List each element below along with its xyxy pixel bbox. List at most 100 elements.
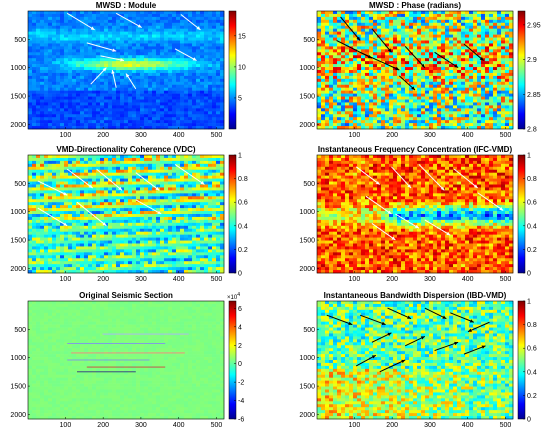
heatmap-cell bbox=[329, 25, 334, 29]
arrow-head bbox=[479, 56, 484, 61]
heatmap-cell bbox=[385, 81, 390, 86]
heatmap-cell bbox=[204, 70, 209, 74]
heatmap-cell bbox=[212, 43, 217, 47]
heatmap-cell bbox=[317, 81, 322, 86]
heatmap-cell bbox=[477, 96, 482, 100]
heatmap-cell bbox=[40, 93, 45, 97]
heatmap-cell bbox=[160, 70, 165, 74]
heatmap-cell bbox=[144, 28, 149, 32]
heatmap-cell bbox=[477, 16, 482, 21]
heatmap-cell bbox=[337, 61, 342, 65]
heatmap-cell bbox=[40, 163, 45, 168]
heatmap-cell bbox=[28, 81, 33, 86]
arrow-head bbox=[102, 67, 107, 72]
heatmap-cell bbox=[84, 99, 89, 103]
heatmap-cell bbox=[497, 87, 502, 91]
x-tick-label: 100 bbox=[349, 132, 361, 139]
heatmap-cell bbox=[405, 96, 410, 100]
heatmap-cell bbox=[72, 99, 77, 103]
heatmap-cell bbox=[441, 46, 446, 50]
heatmap-cell bbox=[345, 72, 350, 77]
heatmap-cell bbox=[40, 22, 45, 27]
heatmap-cell bbox=[156, 22, 161, 27]
heatmap-cell bbox=[48, 87, 53, 91]
heatmap-cell bbox=[172, 19, 177, 24]
heatmap-cell bbox=[188, 96, 193, 100]
heatmap-cell bbox=[112, 166, 117, 171]
heatmap-cell bbox=[72, 55, 77, 59]
heatmap-cell bbox=[353, 64, 358, 68]
heatmap-cell bbox=[96, 90, 101, 94]
heatmap-cell bbox=[168, 52, 173, 56]
heatmap-cell bbox=[365, 31, 370, 35]
heatmap-cell bbox=[116, 172, 121, 176]
heatmap-cell bbox=[497, 11, 502, 15]
heatmap-cell bbox=[377, 16, 382, 21]
heatmap-cell bbox=[369, 75, 374, 80]
heatmap-cell bbox=[341, 93, 346, 97]
heatmap-cell bbox=[321, 31, 326, 35]
heatmap-cell bbox=[184, 87, 189, 91]
heatmap-cell bbox=[172, 172, 177, 176]
heatmap-cell bbox=[152, 93, 157, 97]
heatmap-cell bbox=[32, 55, 37, 59]
heatmap-cell bbox=[44, 70, 49, 74]
heatmap-cell bbox=[28, 25, 33, 29]
heatmap-cell bbox=[172, 58, 177, 62]
heatmap-cell bbox=[120, 96, 125, 100]
heatmap-cell bbox=[64, 46, 69, 50]
heatmap-cell bbox=[461, 37, 466, 41]
heatmap-cell bbox=[160, 126, 165, 130]
heatmap-cell bbox=[152, 178, 157, 182]
heatmap-cell bbox=[112, 169, 117, 173]
heatmap-cell bbox=[473, 28, 478, 32]
heatmap-cell bbox=[212, 175, 217, 179]
heatmap-cell bbox=[220, 61, 225, 65]
heatmap-cell bbox=[44, 81, 49, 86]
heatmap-cell bbox=[168, 28, 173, 32]
heatmap-cell bbox=[373, 81, 378, 86]
heatmap-cell bbox=[377, 84, 382, 88]
heatmap-cell bbox=[357, 123, 362, 127]
heatmap-cell bbox=[148, 43, 153, 47]
heatmap-cell bbox=[200, 37, 205, 41]
heatmap-cell bbox=[345, 111, 350, 115]
heatmap-cell bbox=[32, 70, 37, 74]
heatmap-cell bbox=[425, 72, 430, 77]
heatmap-cell bbox=[361, 72, 366, 77]
heatmap-cell bbox=[397, 102, 402, 106]
heatmap-cell bbox=[357, 114, 362, 118]
heatmap-cell bbox=[421, 96, 426, 100]
heatmap-cell bbox=[389, 40, 394, 44]
heatmap-cell bbox=[453, 75, 458, 80]
heatmap-cell bbox=[156, 166, 161, 171]
heatmap-cell bbox=[425, 46, 430, 50]
heatmap-cell bbox=[40, 96, 45, 100]
heatmap-cell bbox=[100, 40, 105, 44]
heatmap-cell bbox=[92, 49, 97, 53]
heatmap-cell bbox=[365, 16, 370, 21]
heatmap-cell bbox=[68, 102, 73, 106]
heatmap-cell bbox=[188, 31, 193, 35]
heatmap-cell bbox=[176, 81, 181, 86]
heatmap-cell bbox=[132, 75, 137, 80]
heatmap-cell bbox=[365, 52, 370, 56]
heatmap-cell bbox=[441, 43, 446, 47]
heatmap-cell bbox=[164, 208, 169, 212]
heatmap-cell bbox=[120, 178, 125, 182]
heatmap-cell bbox=[216, 25, 221, 29]
heatmap-cell bbox=[497, 46, 502, 50]
heatmap-cell bbox=[136, 87, 141, 91]
heatmap-cell bbox=[220, 55, 225, 59]
heatmap-cell bbox=[393, 111, 398, 115]
heatmap-cell bbox=[40, 166, 45, 171]
heatmap-cell bbox=[216, 190, 221, 194]
heatmap-cell bbox=[144, 105, 149, 109]
heatmap-cell bbox=[212, 181, 217, 185]
heatmap-cell bbox=[36, 102, 41, 106]
heatmap-cell bbox=[333, 93, 338, 97]
heatmap-cell bbox=[164, 31, 169, 35]
heatmap-cell bbox=[140, 126, 145, 130]
heatmap-cell bbox=[345, 34, 350, 38]
heatmap-cell bbox=[68, 184, 73, 188]
